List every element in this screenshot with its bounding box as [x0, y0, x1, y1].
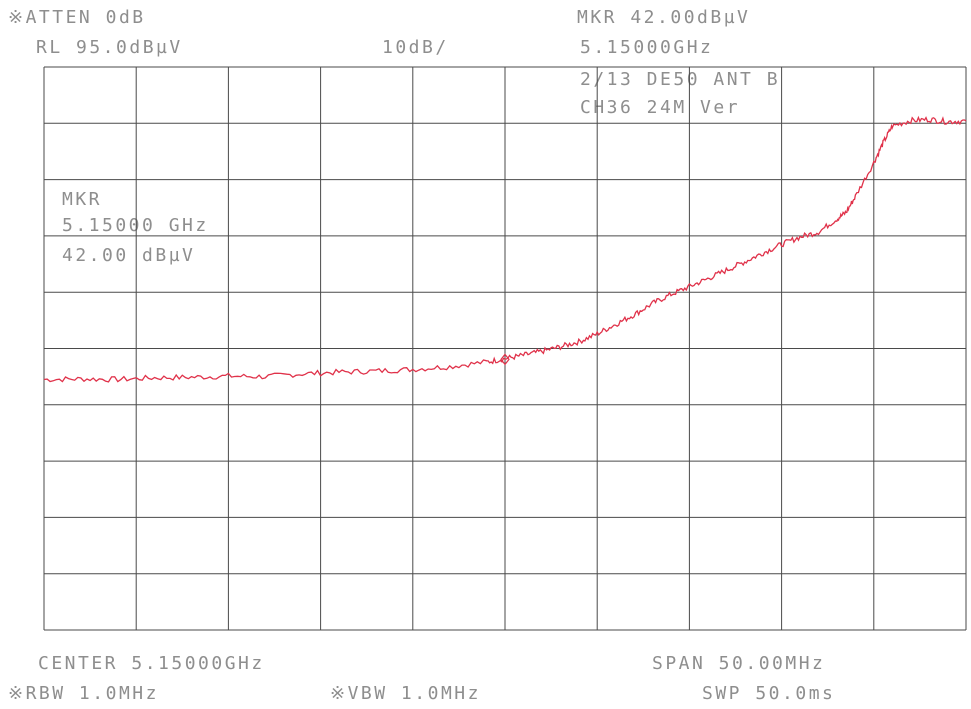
marker-box-title: MKR — [62, 189, 103, 210]
ref-level-label: RL 95.0dBµV — [36, 37, 183, 58]
marker-point — [500, 353, 510, 366]
atten-label: ※ATTEN 0dB — [8, 7, 146, 28]
scale-label: 10dB/ — [382, 37, 449, 58]
sweep-label: SWP 50.0ms — [702, 683, 836, 704]
marker-box-freq: 5.15000 GHz — [62, 215, 209, 236]
info-line-2: CH36 24M Ver — [580, 97, 741, 118]
marker-readout-label: MKR 42.00dBµV — [577, 7, 751, 28]
info-line-1: 2/13 DE50 ANT B — [580, 69, 781, 90]
marker-box-level: 42.00 dBµV — [62, 245, 196, 266]
rbw-label: ※RBW 1.0MHz — [8, 683, 159, 704]
vbw-label: ※VBW 1.0MHz — [330, 683, 481, 704]
trace-line — [43, 115, 967, 383]
span-label: SPAN 50.00MHz — [652, 653, 826, 674]
center-freq-label: CENTER 5.15000GHz — [38, 653, 265, 674]
marker-freq-label: 5.15000GHz — [580, 37, 714, 58]
